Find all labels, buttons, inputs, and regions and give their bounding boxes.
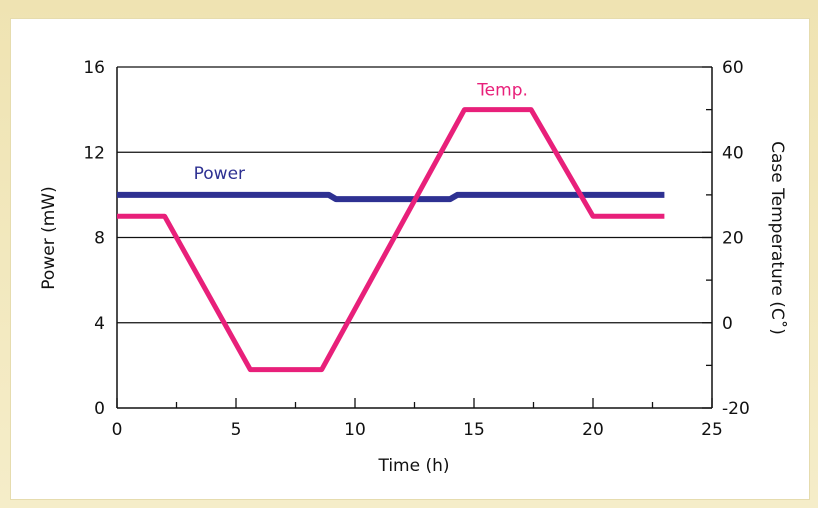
y2-tick-label: -20 bbox=[722, 399, 750, 419]
y-axis-title: Power (mW) bbox=[39, 186, 59, 289]
y-tick-label: 16 bbox=[83, 58, 105, 78]
y-tick-label: 12 bbox=[83, 143, 105, 163]
y-tick-label: 4 bbox=[94, 314, 105, 334]
x-tick-label: 10 bbox=[344, 420, 366, 440]
y2-tick-label: 20 bbox=[722, 229, 744, 249]
x-tick-label: 5 bbox=[231, 420, 242, 440]
chart-panel bbox=[10, 18, 810, 500]
x-tick-label: 20 bbox=[582, 420, 604, 440]
x-tick-label: 15 bbox=[463, 420, 485, 440]
tick-marks bbox=[116, 66, 713, 409]
x-axis-title: Time (h) bbox=[377, 456, 449, 476]
series-line-power bbox=[117, 191, 665, 203]
series-labels: Power Temp. bbox=[194, 81, 528, 184]
series-label-power: Power bbox=[194, 164, 245, 184]
y-tick-label: 0 bbox=[94, 399, 105, 419]
y2-tick-label: 0 bbox=[722, 314, 733, 334]
series-label-temp: Temp. bbox=[476, 81, 528, 101]
grid-lines bbox=[117, 66, 712, 324]
y2-axis-title: Case Temperature (C˚) bbox=[767, 141, 788, 335]
x-tick-label: 0 bbox=[112, 420, 123, 440]
y2-tick-label: 40 bbox=[722, 143, 744, 163]
y-tick-label: 8 bbox=[94, 229, 105, 249]
series-line-temp bbox=[117, 107, 665, 373]
y2-tick-label: 60 bbox=[722, 58, 744, 78]
tick-labels: 0 4 8 12 16 -20 0 20 40 60 0 5 10 15 20 25 bbox=[83, 58, 749, 440]
series-lines bbox=[117, 107, 665, 373]
x-tick-label: 25 bbox=[701, 420, 723, 440]
